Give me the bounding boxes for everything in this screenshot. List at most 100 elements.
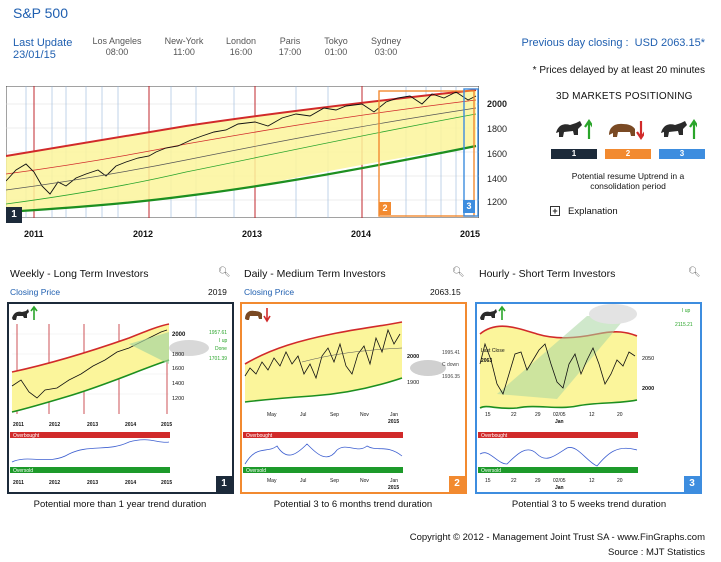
main-chart-tag-1: 1	[6, 207, 22, 223]
panel-caption: Potential more than 1 year trend duratio…	[33, 499, 207, 510]
y-label: 1400	[172, 381, 184, 387]
main-chart-tag-3: 3	[463, 200, 475, 213]
position-badge-1: 1	[551, 149, 597, 159]
x-label: 2014	[125, 480, 136, 486]
x-sub-label: 2015	[388, 485, 399, 491]
x-label: 2015	[161, 480, 172, 486]
x-label: Jan	[390, 478, 398, 484]
year-label: 2012	[133, 229, 154, 239]
main-chart-upper-red	[6, 89, 477, 157]
main-chart-avg	[6, 107, 477, 191]
weekly-chart: 2000 1800 1600 1400 1200 1957.61 I up Do…	[10, 305, 228, 486]
y-label: 1800	[172, 352, 184, 358]
copyright: Copyright © 2012 - Management Joint Trus…	[409, 532, 705, 543]
zoom-icon[interactable]: 🔍︎	[218, 267, 231, 278]
y-label: 1600	[172, 366, 184, 372]
city-time: 11:00	[173, 47, 195, 57]
closing-price-value: 2019	[208, 287, 227, 297]
bear-icon	[245, 310, 262, 320]
x-label: 20	[617, 412, 623, 418]
x-sub-label: Jan	[555, 485, 564, 491]
x-label: 15	[485, 478, 491, 484]
oversold-label: Oversold	[13, 468, 33, 474]
x-label: 2011	[13, 480, 24, 486]
x-label: 02/05	[553, 412, 566, 418]
x-label: 20	[617, 478, 623, 484]
x-label: 29	[535, 478, 541, 484]
daily-panel[interactable]: 2000 1900 1995.41 C down 1936.35 May Jul…	[240, 302, 467, 494]
x-label: 2013	[87, 480, 98, 486]
annotation: 2115.21	[675, 322, 693, 328]
bull-icon	[661, 119, 697, 139]
y-tick: 1600	[487, 149, 508, 159]
position-badge-3: 3	[659, 149, 705, 159]
panel-tag-1: 1	[216, 476, 232, 492]
x-label: 2012	[49, 422, 60, 428]
annotation: Last Close	[481, 348, 505, 354]
last-update-label: Last Update	[13, 37, 73, 49]
x-label: 22	[511, 412, 517, 418]
positioning-note: Potential resume Uptrend in a consolidat…	[571, 171, 685, 191]
x-label: Nov	[360, 412, 369, 418]
x-label: Nov	[360, 478, 369, 484]
city-time: 16:00	[229, 47, 253, 57]
panel-caption: Potential 3 to 5 weeks trend duration	[511, 499, 667, 510]
x-label: 02/05	[553, 478, 566, 484]
y-label: 2000	[407, 354, 419, 360]
main-chart-lower-green	[6, 144, 477, 214]
zoom-icon[interactable]: 🔍︎	[452, 267, 465, 278]
main-chart-band	[6, 90, 476, 212]
city-clock: Tokyo 01:00	[306, 36, 366, 58]
weekly-panel[interactable]: 2000 1800 1600 1400 1200 1957.61 I up Do…	[7, 302, 234, 494]
annotation: I up	[219, 338, 228, 344]
city-clock: Los Angeles 08:00	[87, 36, 147, 58]
city-time: 17:00	[278, 47, 302, 57]
previous-close: Previous day closing : USD 2063.15*	[522, 37, 705, 49]
annotation: 1936.35	[442, 374, 460, 380]
x-label: 2014	[125, 422, 136, 428]
x-label: 12	[589, 478, 595, 484]
bear-icon	[609, 121, 644, 140]
annotation: 1957.61	[209, 330, 227, 336]
main-chart-upper-thin	[6, 99, 477, 175]
page-title: S&P 500	[13, 5, 69, 21]
oversold-label: Oversold	[481, 468, 501, 474]
y-tick: 1200	[487, 197, 508, 207]
city-time: 08:00	[105, 47, 129, 57]
hourly-chart: Last Close 2063 I up 2115.21 2050 2000 1…	[478, 304, 693, 491]
x-label: May	[267, 478, 277, 484]
positioning-title: 3D MARKETS POSITIONING	[556, 91, 693, 102]
explanation-link[interactable]: Explanation	[568, 206, 618, 217]
oversold-label: Oversold	[246, 468, 266, 474]
year-label: 2014	[351, 229, 372, 239]
closing-price-value: 2063.15	[430, 287, 461, 297]
panel-title-daily: Daily - Medium Term Investors	[244, 268, 386, 280]
expand-icon[interactable]: +	[550, 206, 560, 216]
annotation: 1701.39	[209, 356, 227, 362]
main-chart-tag-2: 2	[379, 202, 391, 215]
previous-close-value: USD 2063.15*	[634, 37, 705, 49]
city-time: 03:00	[374, 47, 398, 57]
x-label: Sep	[330, 412, 339, 418]
main-chart-zone-3	[463, 88, 479, 217]
position-badge-2: 2	[605, 149, 651, 159]
city-clock: Sydney 03:00	[356, 36, 416, 58]
x-sub-label: 2015	[388, 419, 399, 425]
x-label: 2012	[49, 480, 60, 486]
year-label: 2011	[24, 229, 44, 239]
city-time: 01:00	[324, 47, 348, 57]
city-name: Sydney	[370, 36, 402, 46]
overbought-label: Overbought	[246, 433, 273, 439]
main-chart-price	[6, 91, 477, 195]
x-label: 29	[535, 412, 541, 418]
x-label: 15	[485, 412, 491, 418]
x-label: Jul	[300, 478, 306, 484]
panel-title-weekly: Weekly - Long Term Investors	[10, 268, 149, 280]
city-name: Los Angeles	[92, 36, 142, 46]
zoom-icon[interactable]: 🔍︎	[688, 267, 701, 278]
main-chart-lower-green-thin	[6, 113, 477, 205]
hourly-panel[interactable]: Last Close 2063 I up 2115.21 2050 2000 1…	[475, 302, 702, 494]
y-label: 2000	[172, 332, 186, 338]
city-name: New-York	[164, 36, 204, 46]
y-label: 1900	[407, 380, 419, 386]
